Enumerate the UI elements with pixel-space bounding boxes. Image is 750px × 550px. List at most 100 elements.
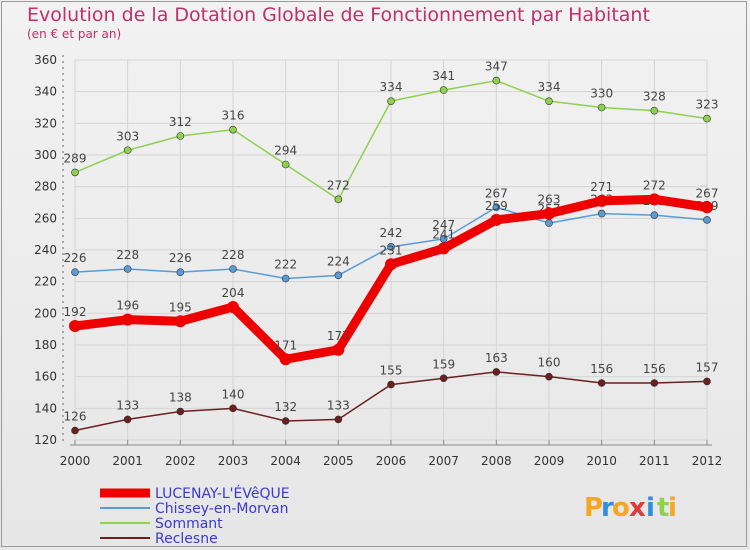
data-label: 294 [274,144,297,158]
series-3: 126 133 138 140 132 133 155 159 163 160 156 156 157 [64,351,719,435]
data-label: 272 [643,178,666,192]
y-tick-label: 280 [34,180,57,194]
legend: LUCENAY-L'ÉVêQUEChissey-en-MorvanSommant… [100,485,290,547]
x-tick-label: 2012 [692,454,723,468]
x-tick-label: 2000 [60,454,91,468]
data-point [490,213,503,226]
x-tick-label: 2006 [376,454,407,468]
data-point [123,415,132,424]
x-tick-label: 2007 [428,454,459,468]
data-label: 259 [485,199,508,213]
data-point [650,211,659,219]
data-point [701,201,713,214]
x-tick-label: 2010 [586,454,617,468]
x-tick-label: 2008 [481,454,512,468]
logo-letter: t [657,493,669,523]
data-point [545,97,553,105]
data-point [123,265,132,273]
data-label: 228 [116,248,139,262]
legend-label: Chissey-en-Morvan [155,501,289,517]
data-point [227,301,239,313]
data-point [597,209,606,218]
data-label: 323 [696,98,719,112]
y-tick-label: 340 [34,85,57,99]
data-label: 133 [327,398,350,412]
axes: 120 140 160 180 200 220 240 260 280 300 320 340 360 2… [34,53,722,468]
data-label: 271 [590,180,613,194]
data-point [71,268,79,276]
data-label: 341 [432,69,455,83]
y-tick-label: 360 [34,53,57,67]
logo-letter: i [668,493,677,523]
data-label: 316 [222,109,245,123]
data-point [439,86,448,94]
data-label: 272 [327,178,350,192]
data-label: 155 [380,364,403,378]
x-tick-label: 2004 [270,454,301,468]
y-tick-label: 180 [34,338,57,352]
data-label: 140 [222,387,245,401]
proxiti-logo: Pro x i ti [584,493,677,523]
y-tick-label: 120 [34,433,57,447]
data-point [387,243,395,251]
series-layer: 126 133 138 140 132 133 155 159 163 160 156 156 157 2… [64,60,719,435]
data-point [650,379,659,387]
x-tick-label: 2005 [323,454,354,468]
data-point [334,271,343,280]
data-point [492,76,501,85]
data-point [229,404,237,413]
data-point [439,374,448,383]
data-label: 267 [485,186,508,200]
data-point [545,219,553,227]
data-label: 228 [222,248,245,262]
data-label: 312 [169,115,192,129]
data-point [176,407,185,416]
data-point [229,125,237,134]
data-label: 195 [169,300,192,314]
data-label: 138 [169,391,192,405]
data-label: 171 [274,338,297,352]
data-label: 196 [116,299,139,313]
y-tick-label: 320 [34,116,57,130]
data-label: 330 [590,87,613,101]
y-tick-label: 260 [34,211,57,225]
chart-title: Evolution de la Dotation Globale de Fonc… [27,4,650,26]
data-point [703,114,711,123]
data-label: 177 [327,329,350,343]
data-point [597,379,606,387]
chart-subtitle: (en € et par an) [27,27,121,41]
data-point [492,368,501,376]
y-tick-label: 300 [34,148,57,162]
data-point [334,195,343,204]
x-tick-label: 2002 [165,454,196,468]
data-point [595,194,608,207]
data-label: 192 [64,305,87,319]
data-point [387,380,395,389]
data-point [492,203,501,212]
grid [74,59,708,441]
data-point [703,377,711,386]
data-point [176,268,185,276]
series-0: 192 196 195 204 171 177 231 241 259 263 271 272 267 [64,178,719,366]
data-label: 231 [380,243,403,257]
data-label: 267 [696,186,719,200]
data-label: 303 [116,129,139,143]
data-point [123,146,132,155]
data-point [176,132,185,140]
data-point [281,274,290,283]
data-label: 157 [696,360,719,374]
x-tick-label: 2003 [218,454,249,468]
data-label: 222 [274,258,297,272]
data-point [543,207,555,220]
data-point [281,160,290,169]
data-label: 156 [643,362,666,376]
data-label: 126 [64,410,87,424]
data-label: 334 [380,80,403,94]
y-tick-label: 200 [34,306,57,320]
data-point [71,168,79,177]
legend-label: Reclesne [155,531,218,547]
logo-letter: o [612,493,630,523]
data-label: 226 [64,251,87,265]
data-label: 132 [274,400,297,414]
